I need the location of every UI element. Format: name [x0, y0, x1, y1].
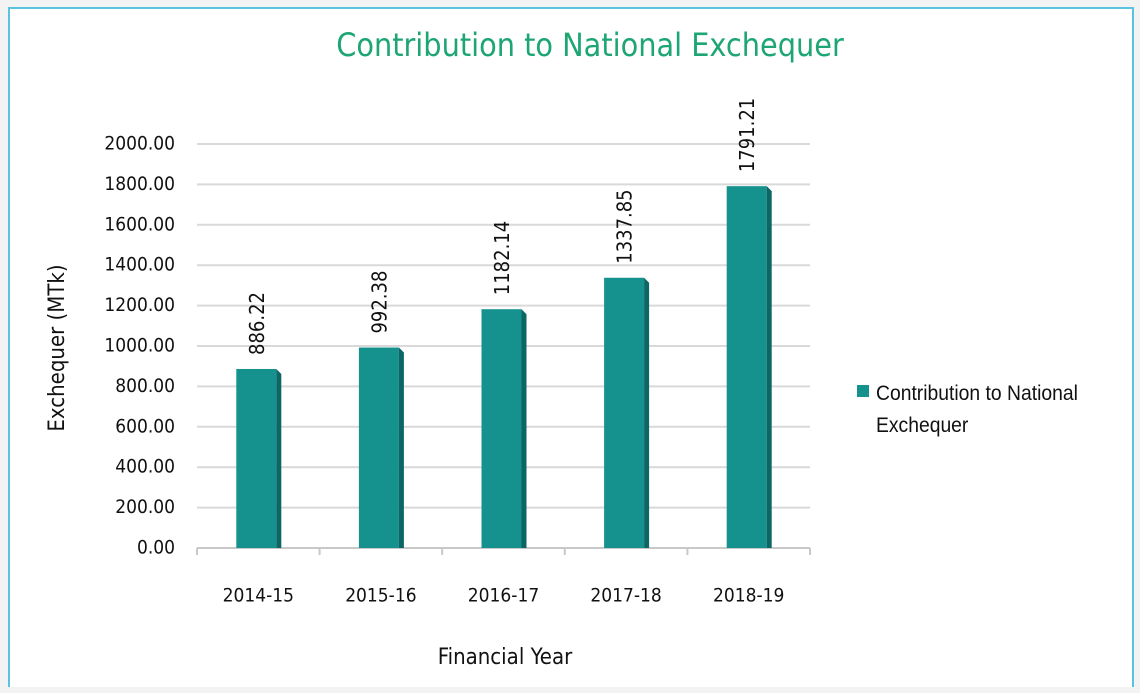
data-label: 1337.85 [613, 189, 637, 263]
x-tick-label: 2014-15 [223, 585, 294, 607]
bar-side [644, 277, 650, 548]
y-tick-label: 1800.00 [104, 173, 175, 195]
legend-swatch [857, 385, 869, 397]
x-tick-label: 2018-19 [713, 585, 784, 607]
y-tick-label: 600.00 [115, 415, 175, 437]
y-tick-label: 0.00 [137, 537, 175, 559]
bar-side [276, 368, 282, 548]
data-label: 1791.21 [735, 98, 759, 172]
bar [481, 309, 522, 548]
x-tick-label: 2017-18 [590, 585, 661, 607]
bar-side [521, 309, 527, 548]
bar-side [766, 186, 772, 548]
bar [726, 186, 767, 548]
bar-side [398, 347, 404, 548]
y-tick-label: 800.00 [115, 375, 175, 397]
y-tick-label: 1600.00 [104, 213, 175, 235]
x-tick-label: 2015-16 [345, 585, 416, 607]
y-tick-label: 1200.00 [104, 294, 175, 316]
y-tick-label: 200.00 [115, 496, 175, 518]
bar [604, 277, 645, 548]
y-axis-label: Exchequer (MTk) [45, 264, 70, 431]
y-tick-label: 2000.00 [104, 133, 175, 155]
bar [358, 347, 399, 548]
x-axis-label: Financial Year [438, 645, 573, 670]
data-label: 1182.14 [490, 221, 514, 295]
legend-label: Contribution to National Exchequer [876, 382, 1078, 437]
data-label: 992.38 [367, 271, 391, 334]
x-tick-label: 2016-17 [468, 585, 539, 607]
bar [236, 368, 277, 548]
y-tick-label: 1400.00 [104, 254, 175, 276]
y-tick-label: 400.00 [115, 456, 175, 478]
chart-title: Contribution to National Exchequer [336, 26, 844, 64]
y-tick-label: 1000.00 [104, 335, 175, 357]
data-label: 886.22 [245, 292, 269, 355]
